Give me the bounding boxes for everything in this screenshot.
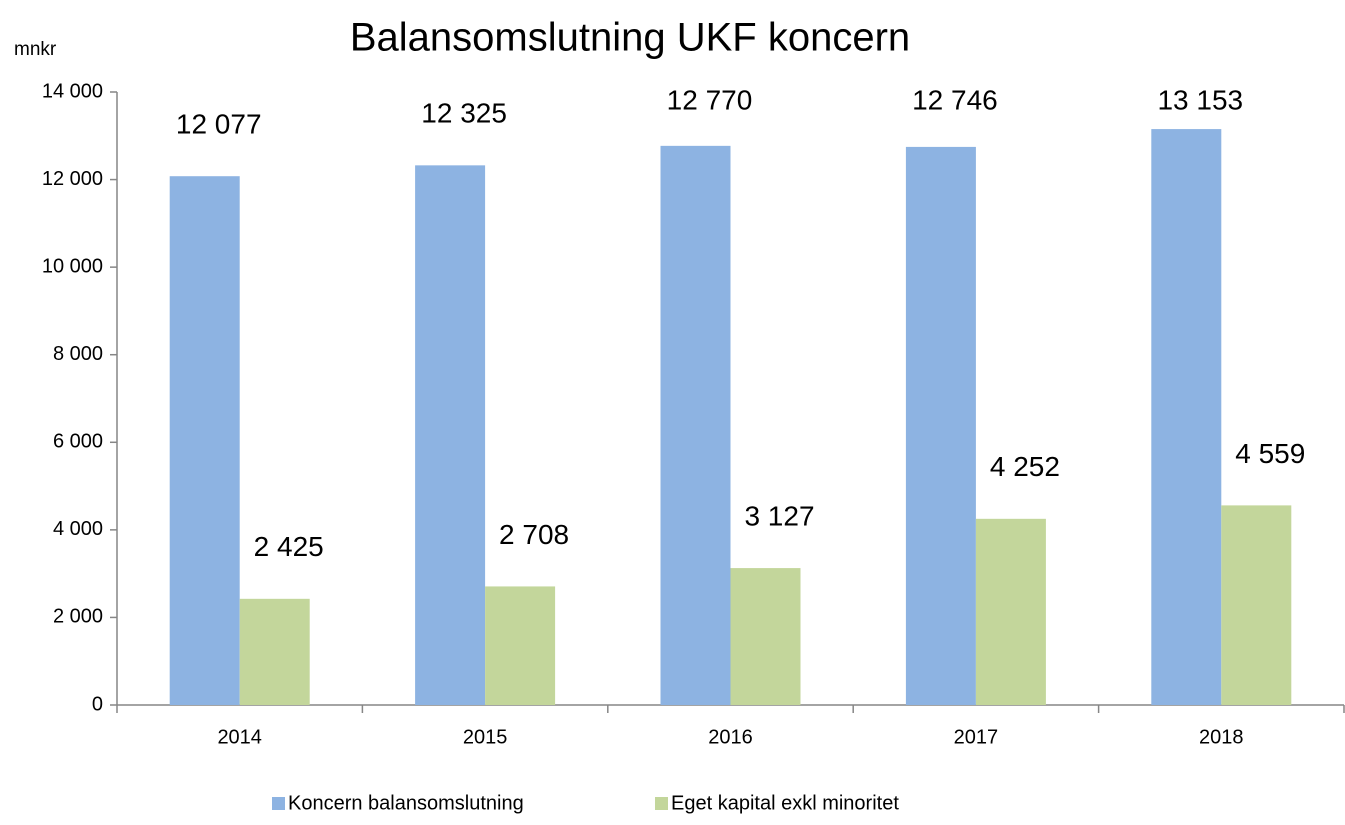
chart-title: Balansomslutning UKF koncern xyxy=(350,16,910,60)
data-label: 2 708 xyxy=(499,519,569,550)
data-label: 3 127 xyxy=(744,500,814,531)
data-label: 4 252 xyxy=(990,451,1060,482)
x-tick-label: 2017 xyxy=(954,726,999,748)
bar xyxy=(415,165,486,705)
bar xyxy=(485,586,556,705)
y-tick-label: 12 000 xyxy=(42,168,103,190)
legend-label: Eget kapital exkl minoritet xyxy=(671,792,899,814)
x-tick-label: 2014 xyxy=(217,726,262,748)
y-tick-label: 10 000 xyxy=(42,255,103,277)
x-tick-label: 2016 xyxy=(708,726,753,748)
bar xyxy=(1151,129,1222,706)
bar xyxy=(169,176,240,705)
data-label: 12 325 xyxy=(421,98,507,129)
legend-label: Koncern balansomslutning xyxy=(288,792,524,814)
y-axis-label: mnkr xyxy=(14,39,57,60)
y-tick-label: 4 000 xyxy=(53,518,103,540)
bar xyxy=(975,518,1046,705)
data-label: 12 770 xyxy=(667,84,753,115)
bar xyxy=(730,568,801,705)
data-label: 2 425 xyxy=(254,531,324,562)
x-tick-label: 2018 xyxy=(1199,726,1244,748)
legend-swatch xyxy=(655,797,668,810)
bar xyxy=(660,145,731,705)
y-tick-label: 2 000 xyxy=(53,606,103,628)
bar xyxy=(239,598,310,705)
bar xyxy=(905,146,976,705)
x-tick-label: 2015 xyxy=(463,726,508,748)
data-label: 12 746 xyxy=(912,84,998,115)
bar xyxy=(1221,505,1292,705)
y-tick-label: 8 000 xyxy=(53,343,103,365)
data-label: 4 559 xyxy=(1235,438,1305,469)
y-tick-label: 0 xyxy=(92,693,103,715)
data-label: 13 153 xyxy=(1157,84,1243,115)
y-tick-label: 6 000 xyxy=(53,431,103,453)
legend-swatch xyxy=(272,797,285,810)
y-tick-label: 14 000 xyxy=(42,80,103,102)
data-label: 12 077 xyxy=(176,109,262,140)
